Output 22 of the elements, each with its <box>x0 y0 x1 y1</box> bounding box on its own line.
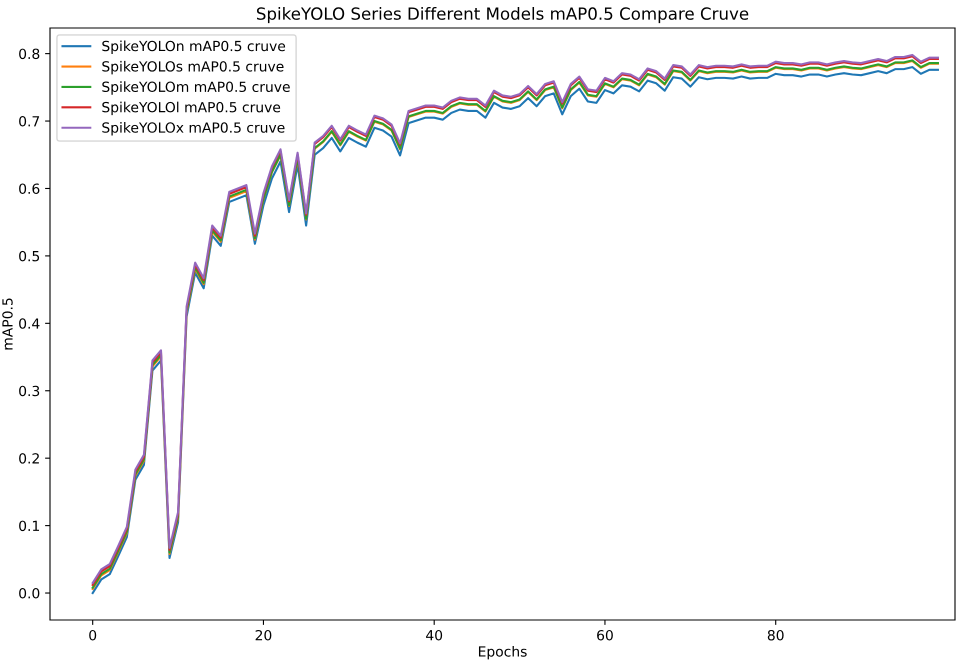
legend-label: SpikeYOLOn mAP0.5 cruve <box>102 40 286 54</box>
y-tick-label: 0.2 <box>19 453 39 464</box>
x-tick-label: 60 <box>597 630 613 640</box>
x-tick-label: 80 <box>768 630 784 640</box>
y-tick-label: 0.5 <box>19 250 40 262</box>
y-tick-label: 0.0 <box>19 588 40 599</box>
y-tick-label: 0.8 <box>19 48 40 60</box>
legend-label: SpikeYOLOx mAP0.5 cruve <box>102 122 284 136</box>
x-tick-label: 40 <box>426 630 442 640</box>
y-tick-label: 0.4 <box>19 318 40 329</box>
y-tick-label: 0.6 <box>19 183 40 194</box>
x-tick-label: 20 <box>256 630 272 640</box>
legend-label: SpikeYOLOs mAP0.5 cruve <box>102 60 284 74</box>
x-axis-title: Epochs <box>478 646 527 660</box>
y-tick-label: 0.3 <box>19 386 40 396</box>
legend-label: SpikeYOLOl mAP0.5 cruve <box>102 102 280 116</box>
y-axis-title: mAP0.5 <box>2 298 13 350</box>
legend-label: SpikeYOLOm mAP0.5 cruve <box>102 81 290 95</box>
y-tick-label: 0.7 <box>19 116 40 127</box>
x-tick-label: 0 <box>89 630 96 640</box>
y-tick-label: 0.1 <box>19 520 39 532</box>
chart-title: SpikeYOLO Series Different Models mAP0.5 Compare Cruve <box>256 7 748 24</box>
